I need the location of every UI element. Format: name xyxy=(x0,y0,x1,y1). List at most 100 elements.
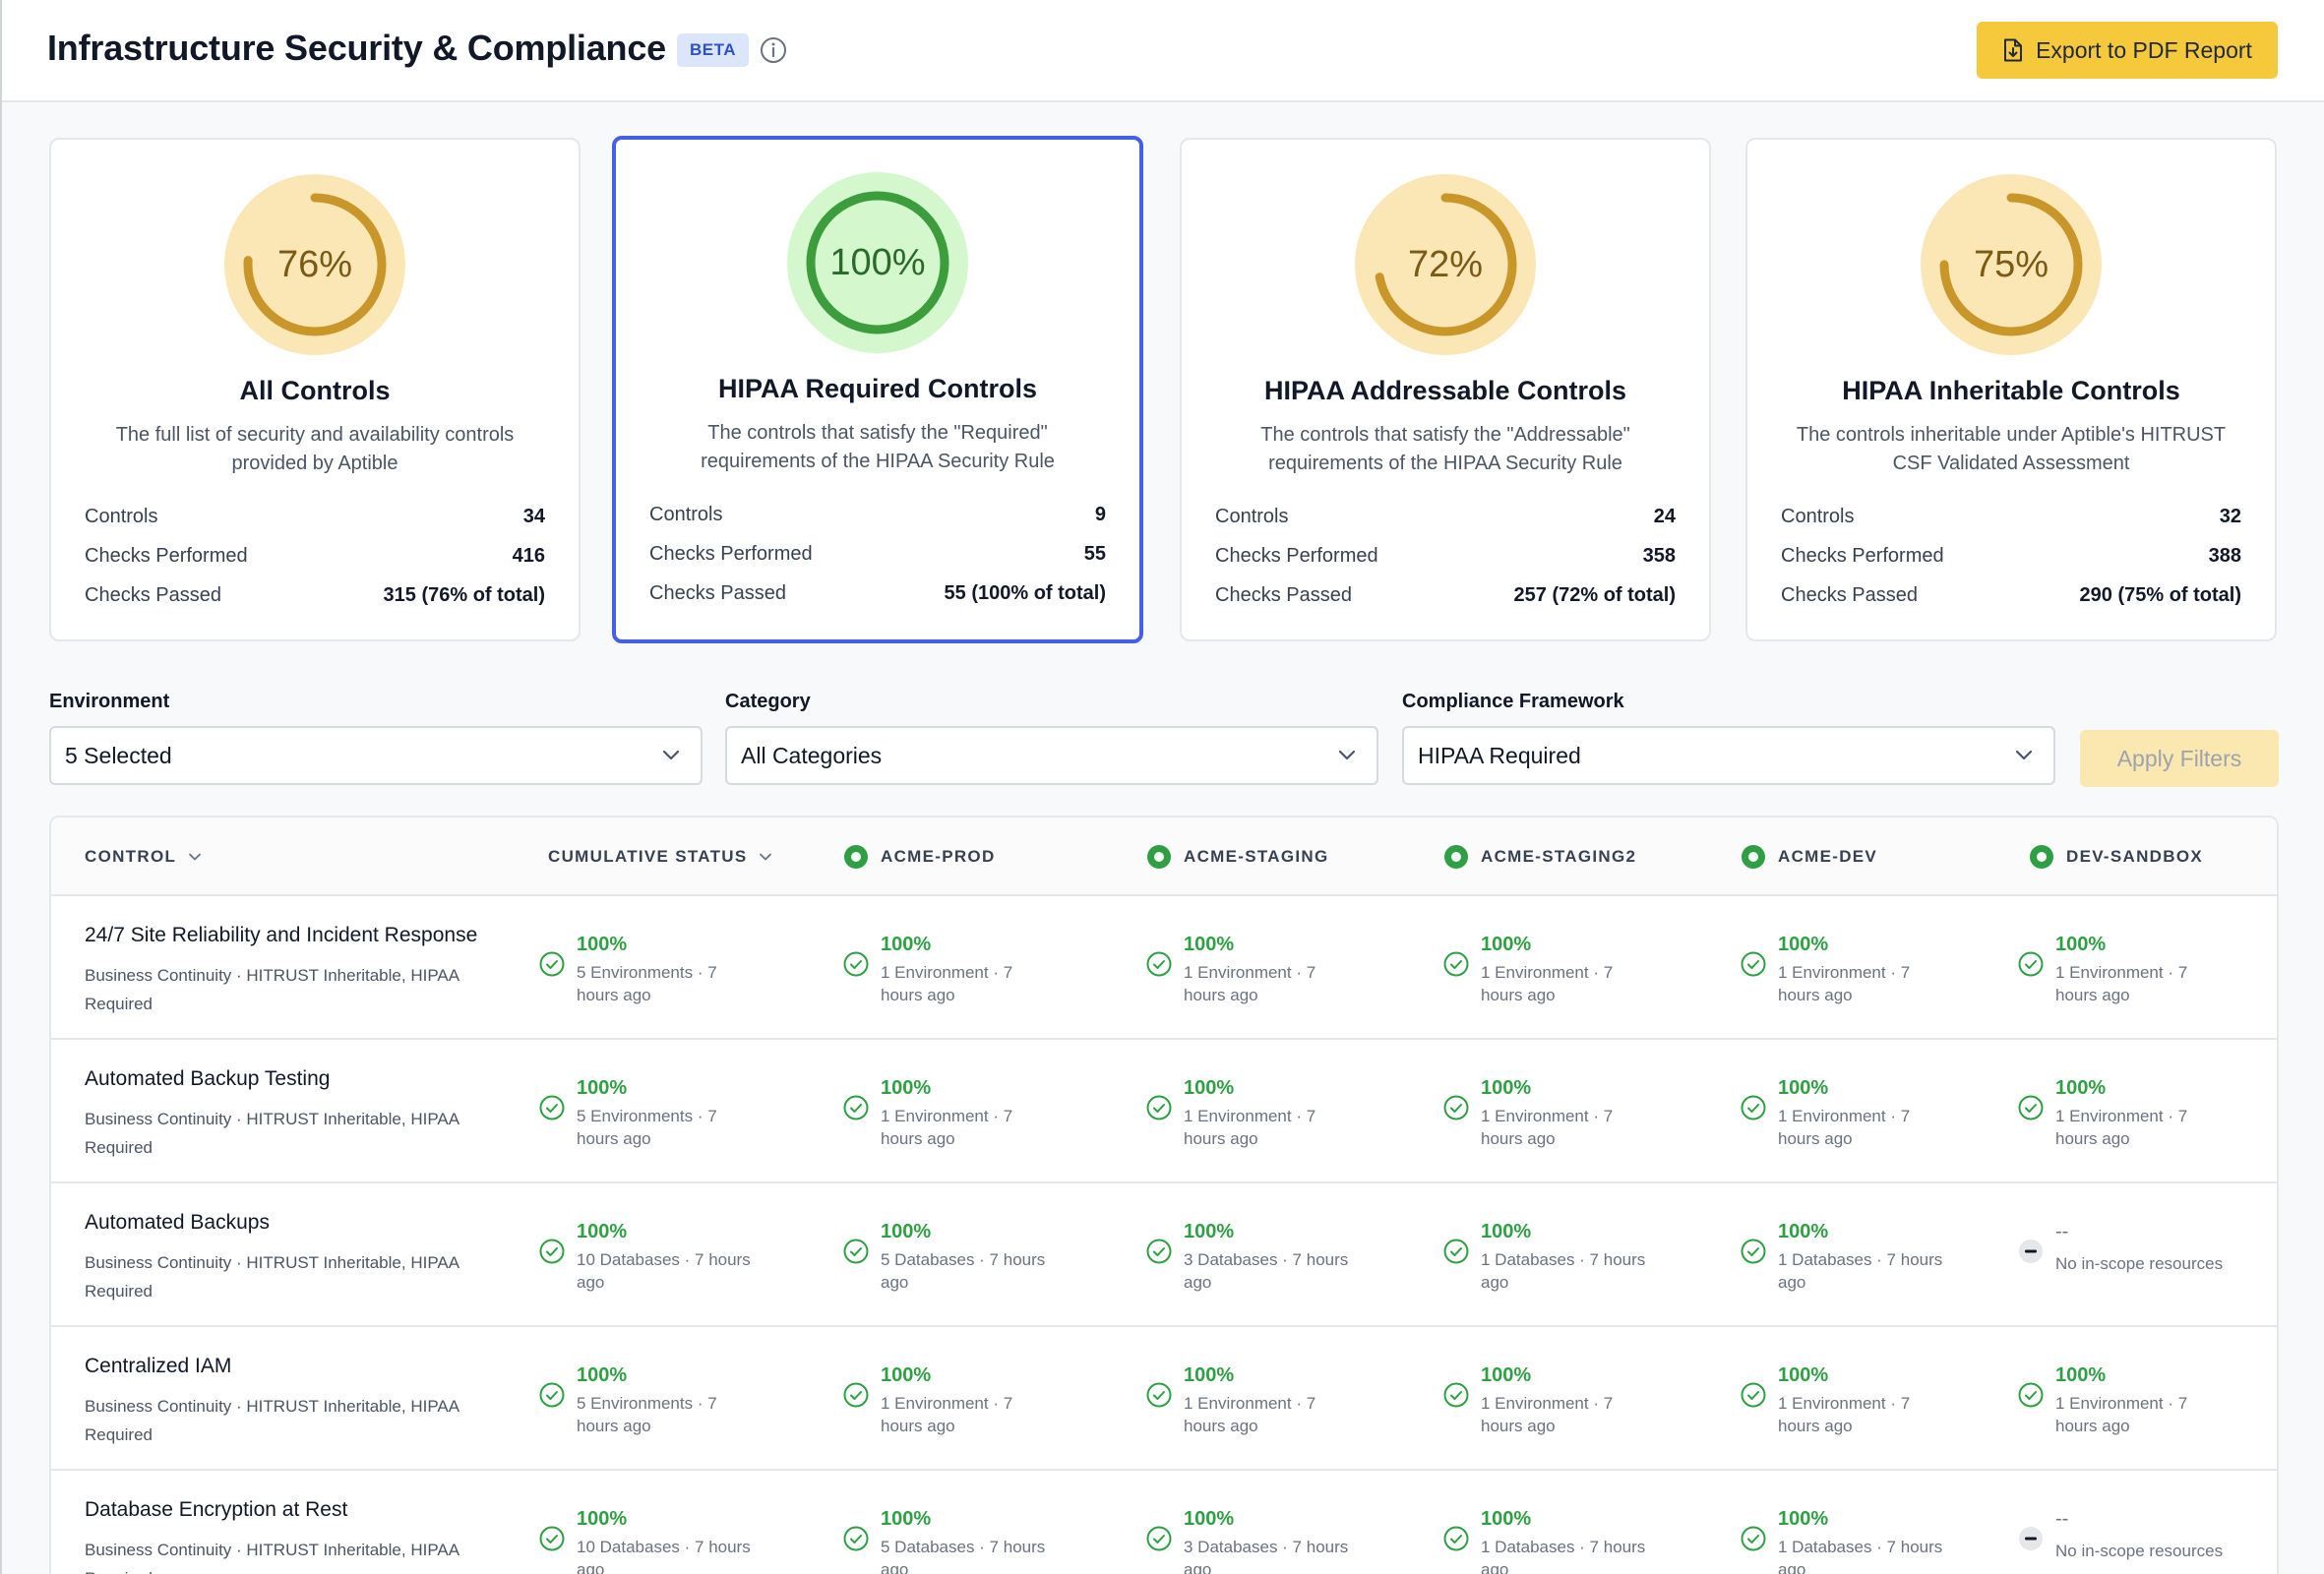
check-circle-icon xyxy=(1741,1382,1766,1408)
status-percent: 100% xyxy=(577,1364,628,1386)
check-circle-icon xyxy=(843,1382,869,1408)
progress-ring: 75% xyxy=(1920,173,2103,356)
column-header-dev-sandbox[interactable]: DEV-SANDBOX xyxy=(2029,817,2203,896)
status-percent: 100% xyxy=(881,1364,932,1386)
status-percent: 100% xyxy=(1184,1508,1235,1530)
environment-select-value: 5 Selected xyxy=(65,743,172,768)
card-hipaa-addressable[interactable]: 72% HIPAA Addressable Controls The contr… xyxy=(1180,138,1711,641)
status-detail: 1 Environment · 7 hours ago xyxy=(881,963,1013,1004)
status-detail: 3 Databases · 7 hours ago xyxy=(1184,1250,1349,1292)
framework-select[interactable]: HIPAA Required xyxy=(1402,726,2055,785)
stat-checks-performed: Checks Performed 358 xyxy=(1215,545,1676,575)
control-name[interactable]: Database Encryption at Rest xyxy=(85,1498,348,1521)
table-header: CONTROL CUMULATIVE STATUS ACME-PROD ACME… xyxy=(51,817,2277,896)
column-label: ACME-STAGING xyxy=(1184,847,1329,866)
table-row[interactable]: 24/7 Site Reliability and Incident Respo… xyxy=(51,896,2277,1040)
table-row[interactable]: Database Encryption at Rest Business Cont… xyxy=(51,1471,2277,1574)
status-percent: 100% xyxy=(577,934,628,955)
stat-value: 55 xyxy=(1083,543,1106,565)
control-name[interactable]: Automated Backup Testing xyxy=(85,1067,331,1090)
stat-label: Checks Performed xyxy=(1215,545,1378,567)
status-percent: 100% xyxy=(881,1508,932,1530)
check-circle-icon xyxy=(1443,1526,1469,1551)
status-detail: 5 Environments · 7 hours ago xyxy=(577,1394,717,1435)
check-circle-icon xyxy=(843,1239,869,1264)
chevron-down-icon xyxy=(1338,750,1356,760)
control-name[interactable]: Centralized IAM xyxy=(85,1355,232,1377)
status-detail: No in-scope resources xyxy=(2055,1254,2224,1273)
table-row[interactable]: Centralized IAM Business Continuity · HIT… xyxy=(51,1327,2277,1471)
environment-select[interactable]: 5 Selected xyxy=(49,726,703,785)
control-name[interactable]: Automated Backups xyxy=(85,1211,270,1234)
stat-label: Controls xyxy=(1781,506,1855,527)
check-circle-icon xyxy=(1146,1526,1172,1551)
stat-value: 416 xyxy=(512,545,545,567)
column-header-acme-staging2[interactable]: ACME-STAGING2 xyxy=(1443,817,1636,896)
control-name[interactable]: 24/7 Site Reliability and Incident Respo… xyxy=(85,924,478,946)
check-circle-icon xyxy=(843,1526,869,1551)
column-label: ACME-PROD xyxy=(881,847,996,866)
check-circle-icon xyxy=(2018,1382,2044,1408)
status-percent: 100% xyxy=(577,1508,628,1530)
card-hipaa-inheritable[interactable]: 75% HIPAA Inheritable Controls The contr… xyxy=(1745,138,2277,641)
status-detail: 1 Environment · 7 hours ago xyxy=(2055,963,2188,1004)
stat-value: 32 xyxy=(2219,506,2241,527)
card-title: HIPAA Inheritable Controls xyxy=(1842,376,2180,405)
column-header-cumulative[interactable]: CUMULATIVE STATUS xyxy=(548,817,772,896)
status-detail: 5 Databases · 7 hours ago xyxy=(881,1250,1046,1292)
status-detail: 10 Databases · 7 hours ago xyxy=(577,1538,751,1574)
status-percent: 100% xyxy=(1184,1077,1235,1099)
card-hipaa-required[interactable]: 100% HIPAA Required Controls The control… xyxy=(612,136,1143,643)
column-header-control[interactable]: CONTROL xyxy=(85,817,202,896)
stat-value: 358 xyxy=(1642,545,1676,567)
column-header-acme-dev[interactable]: ACME-DEV xyxy=(1741,817,1877,896)
status-detail: 5 Environments · 7 hours ago xyxy=(577,1107,717,1148)
check-circle-icon xyxy=(1443,951,1469,977)
apply-filters-button[interactable]: Apply Filters xyxy=(2080,730,2279,787)
export-pdf-button[interactable]: Export to PDF Report xyxy=(1977,22,2278,79)
stat-checks-passed: Checks Passed 315 (76% of total) xyxy=(85,584,545,614)
category-select-value: All Categories xyxy=(741,743,883,768)
status-percent: 100% xyxy=(1481,1077,1532,1099)
chevron-down-icon xyxy=(2015,750,2033,760)
card-title: HIPAA Addressable Controls xyxy=(1263,376,1627,405)
table-row[interactable]: Automated Backup Testing Business Continu… xyxy=(51,1040,2277,1183)
category-select[interactable]: All Categories xyxy=(725,726,1378,785)
status-percent: 100% xyxy=(1184,1364,1235,1386)
control-meta: Business Continuity · HITRUST Inheritabl… xyxy=(85,1110,459,1157)
progress-ring: 100% xyxy=(786,171,969,354)
check-circle-icon xyxy=(1146,1095,1172,1120)
status-percent: 100% xyxy=(881,934,932,955)
status-detail: 10 Databases · 7 hours ago xyxy=(577,1250,751,1292)
stat-label: Checks Passed xyxy=(85,584,221,606)
column-header-acme-staging[interactable]: ACME-STAGING xyxy=(1146,817,1329,896)
status-percent: 100% xyxy=(1184,934,1235,955)
card-all-controls[interactable]: 76% All Controls The full list of securi… xyxy=(49,138,581,641)
status-percent: 100% xyxy=(1778,1364,1829,1386)
status-percent: 100% xyxy=(1778,934,1829,955)
framework-select-value: HIPAA Required xyxy=(1418,743,1581,768)
progress-ring-graphic xyxy=(787,172,968,353)
column-header-acme-prod[interactable]: ACME-PROD xyxy=(843,817,996,896)
stat-value: 315 (76% of total) xyxy=(383,584,545,606)
environment-label: Environment xyxy=(49,691,170,712)
status-percent: 100% xyxy=(2055,934,2107,955)
stat-value: 55 (100% of total) xyxy=(944,582,1106,604)
stat-controls: Controls 24 xyxy=(1215,506,1676,535)
file-download-icon xyxy=(2004,38,2023,62)
status-detail: 1 Databases · 7 hours ago xyxy=(1481,1538,1646,1574)
stat-label: Checks Performed xyxy=(1781,545,1944,567)
info-circle-icon[interactable] xyxy=(760,36,787,64)
check-circle-icon xyxy=(1741,951,1766,977)
column-label: CONTROL xyxy=(85,847,177,866)
stat-label: Checks Passed xyxy=(1781,584,1918,606)
minus-circle-icon xyxy=(2019,1240,2043,1263)
status-detail: 1 Environment · 7 hours ago xyxy=(1184,1107,1316,1148)
beta-badge: BETA xyxy=(677,33,750,67)
stat-label: Controls xyxy=(85,506,158,527)
stat-label: Checks Performed xyxy=(85,545,248,567)
status-dot-icon xyxy=(844,845,868,869)
card-description: The controls inheritable under Aptible's… xyxy=(1796,424,2227,474)
table-row[interactable]: Automated Backups Business Continuity · H… xyxy=(51,1183,2277,1327)
progress-ring-graphic xyxy=(224,174,405,355)
